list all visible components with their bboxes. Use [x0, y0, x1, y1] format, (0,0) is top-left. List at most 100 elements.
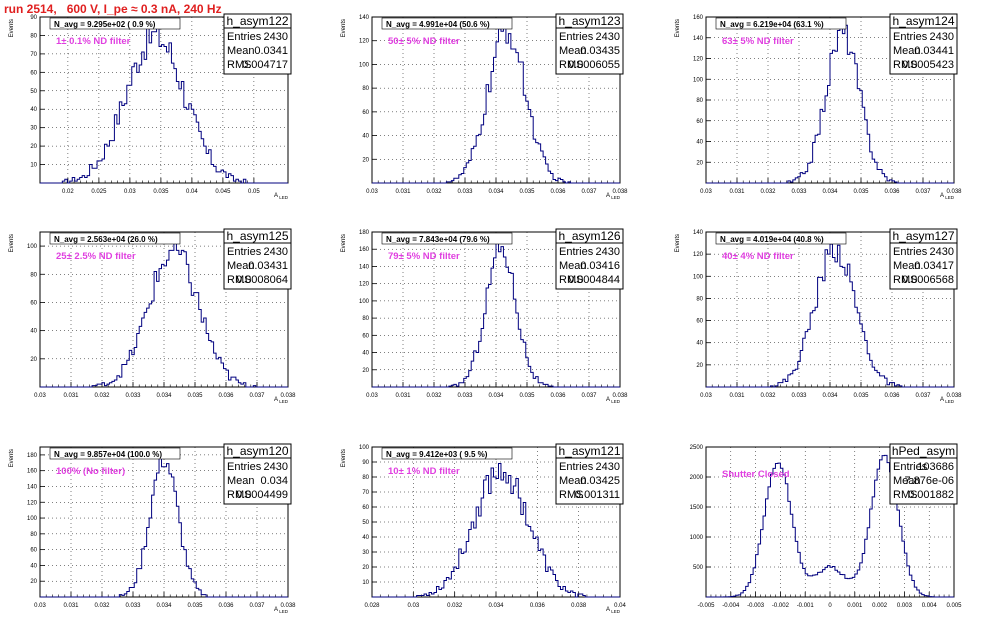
- stats-value-mean: 7.876e-06: [904, 475, 954, 487]
- x-tick-label: 0.03: [407, 603, 419, 609]
- x-tick-label: 0.038: [946, 393, 962, 399]
- y-tick-label: 60: [362, 110, 369, 116]
- x-tick-label: 0.037: [581, 393, 597, 399]
- x-tick-label: 0.025: [91, 189, 107, 195]
- stats-value-entries: 2430: [596, 31, 620, 43]
- x-tick-label: 0.036: [884, 393, 900, 399]
- n-avg-frame: [381, 17, 513, 30]
- x-tick-label: 0.033: [125, 603, 141, 609]
- x-tick-label: 0.038: [280, 393, 296, 399]
- x-tick-label: 0.034: [822, 393, 838, 399]
- y-tick-label: 120: [693, 57, 704, 63]
- stats-value-entries: 2430: [264, 461, 288, 473]
- y-tick-label: 120: [27, 500, 38, 506]
- stats-label-entries: Entries: [893, 246, 928, 258]
- y-tick-label: 50: [362, 520, 369, 526]
- x-tick-label: 0.032: [760, 393, 776, 399]
- y-tick-label: 50: [30, 89, 37, 95]
- y-tick-label: 140: [359, 264, 370, 270]
- y-axis-title: Events: [341, 449, 347, 467]
- histogram-pad-h_asym122: 0.02 0.025 0.03 0.035 0.04 0.045 0.05 10 20 30 40 5…: [9, 13, 292, 200]
- stats-value-entries: 2430: [930, 31, 954, 43]
- x-tick-label: 0.034: [488, 189, 504, 195]
- n-avg-label: N_avg = 9.412e+03 ( 9.5 %): [386, 450, 488, 459]
- x-tick-label: 0.032: [94, 393, 110, 399]
- x-tick-label: 0.037: [581, 189, 597, 195]
- stats-box-frame: [889, 443, 958, 505]
- y-axis-title: Events: [675, 234, 681, 252]
- histogram-line: [706, 24, 954, 184]
- histogram-line: [372, 463, 620, 598]
- x-axis-title: A LED: [274, 607, 289, 614]
- stats-value-rms: 0.0004499: [236, 489, 288, 501]
- y-tick-label: 70: [30, 52, 37, 58]
- histogram-name: h_asym125: [226, 229, 288, 243]
- histogram-name: h_asym120: [226, 444, 288, 458]
- n-avg-box: N_avg = 9.295e+02 ( 0.9 %): [49, 17, 181, 30]
- y-tick-label: 60: [696, 119, 703, 125]
- stats-label-entries: Entries: [559, 461, 594, 473]
- x-tick-label: 0.033: [791, 189, 807, 195]
- x-tick-label: 0.034: [156, 393, 172, 399]
- n-avg-box: N_avg = 7.843e+04 (79.6 %): [381, 232, 513, 245]
- y-tick-label: 140: [27, 484, 38, 490]
- y-tick-label: 60: [30, 70, 37, 76]
- y-tick-label: 20: [362, 368, 369, 374]
- filter-annotation: 1± 0.1% ND filter: [56, 36, 131, 47]
- histogram-pad-h_asym121: 0.028 0.03 0.032 0.034 0.036 0.038 0.04 10 20 30 4…: [341, 443, 626, 614]
- y-tick-label: 80: [362, 86, 369, 92]
- y-tick-label: 60: [362, 505, 369, 511]
- x-tick-label: 0.032: [447, 603, 463, 609]
- y-tick-label: 100: [27, 516, 38, 522]
- stats-value-mean: 0.0341: [254, 45, 288, 57]
- x-tick-label: 0.033: [125, 393, 141, 399]
- x-tick-label: 0: [828, 603, 832, 609]
- filter-annotation: Shutter Closed: [722, 469, 790, 480]
- stats-label-entries: Entries: [227, 461, 262, 473]
- y-tick-label: 80: [362, 316, 369, 322]
- stats-label-entries: Entries: [559, 31, 594, 43]
- n-avg-frame: [381, 447, 513, 460]
- stats-value-rms: 0.0005423: [902, 59, 954, 71]
- y-tick-label: 100: [359, 299, 370, 305]
- x-tick-label: 0.028: [364, 603, 380, 609]
- y-tick-label: 160: [27, 469, 38, 475]
- filter-annotation: 50± 5% ND filter: [388, 36, 460, 47]
- x-tick-label: 0.037: [249, 603, 265, 609]
- n-avg-frame: [715, 17, 847, 30]
- filter-annotation: 10± 1% ND filter: [388, 466, 460, 477]
- x-tick-label: -0.003: [747, 603, 765, 609]
- histogram-name: h_asym127: [892, 229, 954, 243]
- y-tick-label: 20: [30, 144, 37, 150]
- stats-label-rms: RMS: [559, 489, 583, 501]
- stats-label-rms: RMS: [893, 489, 917, 501]
- n-avg-frame: [381, 232, 513, 245]
- y-tick-label: 180: [27, 453, 38, 459]
- y-tick-label: 20: [362, 565, 369, 571]
- x-tick-label: 0.034: [488, 603, 504, 609]
- x-tick-label: 0.036: [218, 393, 234, 399]
- x-tick-label: 0.036: [550, 393, 566, 399]
- y-axis-title: Events: [341, 19, 347, 37]
- x-tick-label: -0.001: [797, 603, 815, 609]
- y-tick-label: 120: [693, 252, 704, 258]
- histogram-line: [372, 27, 620, 184]
- x-tick-label: 0.032: [426, 189, 442, 195]
- histogram-line: [706, 454, 954, 598]
- stats-box-frame: [555, 443, 624, 505]
- x-tick-label: 0.031: [63, 603, 79, 609]
- y-tick-label: 40: [30, 329, 37, 335]
- filter-annotation: 63± 5% ND filter: [722, 36, 794, 47]
- y-tick-label: 60: [362, 333, 369, 339]
- x-tick-label: 0.03: [700, 189, 712, 195]
- y-tick-label: 60: [30, 300, 37, 306]
- histogram-pad-h_asym120: 0.03 0.031 0.032 0.033 0.034 0.035 0.036 0.037 0…: [9, 443, 296, 614]
- y-tick-label: 160: [693, 15, 704, 21]
- x-axis-title: A LED: [606, 607, 621, 614]
- x-tick-label: 0.036: [530, 603, 546, 609]
- y-tick-label: 40: [696, 341, 703, 347]
- histogram-pad-hPed_asym: -0.005 -0.004 -0.003 -0.002 -0.001 0 0.001 0.00…: [690, 443, 962, 609]
- histogram-name: h_asym123: [558, 14, 620, 28]
